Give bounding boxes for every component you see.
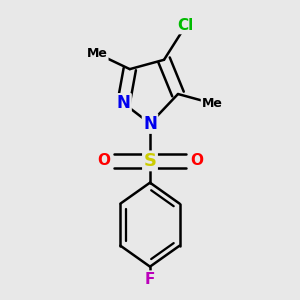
- Text: S: S: [143, 152, 157, 170]
- Text: N: N: [117, 94, 130, 112]
- Text: O: O: [97, 153, 110, 168]
- Text: Me: Me: [87, 47, 108, 60]
- Text: O: O: [190, 153, 203, 168]
- Text: F: F: [145, 272, 155, 286]
- Text: Me: Me: [202, 97, 223, 110]
- Text: Cl: Cl: [178, 18, 194, 33]
- Text: N: N: [143, 115, 157, 133]
